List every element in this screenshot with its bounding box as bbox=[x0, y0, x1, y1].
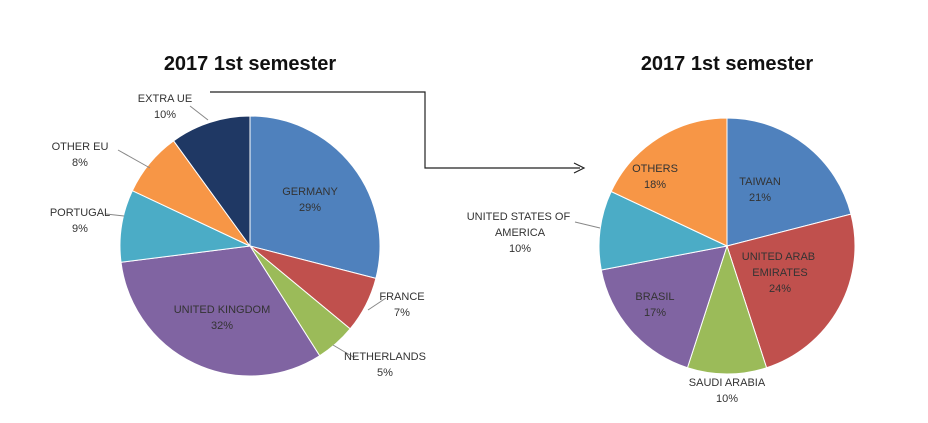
slice-label: EXTRA UE bbox=[138, 93, 192, 105]
slice-label: NETHERLANDS bbox=[344, 351, 426, 363]
slice-label: FRANCE bbox=[379, 291, 424, 303]
slice-value-label: 10% bbox=[716, 393, 738, 405]
slice-value-label: 8% bbox=[72, 157, 88, 169]
pie-slice bbox=[610, 117, 728, 247]
leader-line bbox=[332, 344, 356, 359]
slice-label: UNITED ARAB EMIRATES bbox=[742, 251, 818, 279]
pie-slice bbox=[120, 245, 321, 377]
pie-slice bbox=[249, 115, 381, 279]
slice-value-label: 7% bbox=[394, 307, 410, 319]
leader-line bbox=[574, 221, 601, 229]
slice-label: OTHERS bbox=[632, 163, 678, 175]
slice-label: BRASIL bbox=[635, 291, 674, 303]
arrow-head bbox=[573, 162, 586, 174]
label-line: UNITED STATES OF bbox=[467, 211, 574, 223]
slice-label: GERMANY bbox=[282, 186, 338, 198]
chart-title: 2017 1st semester bbox=[641, 53, 814, 75]
slice-value-label: 29% bbox=[299, 202, 321, 214]
pie-slice bbox=[686, 244, 768, 375]
leader-line bbox=[117, 149, 151, 169]
slice-value-label: 10% bbox=[154, 109, 176, 121]
connector-arrow bbox=[210, 91, 580, 169]
slice-value-label: 18% bbox=[644, 179, 666, 191]
chart-title: 2017 1st semester bbox=[164, 53, 337, 75]
slice-label: UNITED STATES OF AMERICA bbox=[467, 211, 574, 239]
slice-value-label: 10% bbox=[509, 243, 531, 255]
leader-line bbox=[367, 297, 387, 311]
pie-slice bbox=[600, 245, 728, 369]
leader-line bbox=[105, 213, 125, 217]
slice-label: PORTUGAL bbox=[50, 207, 110, 219]
pie-slice bbox=[598, 190, 729, 271]
leader-line bbox=[189, 105, 209, 121]
label-line: AMERICA bbox=[495, 227, 546, 239]
label-line: EMIRATES bbox=[752, 267, 807, 279]
label-line: UNITED ARAB bbox=[742, 251, 818, 263]
slice-label: TAIWAN bbox=[739, 176, 781, 188]
slice-value-label: 17% bbox=[644, 307, 666, 319]
pie-slice bbox=[726, 117, 852, 247]
slice-label: SAUDI ARABIA bbox=[689, 377, 766, 389]
slice-value-label: 9% bbox=[72, 223, 88, 235]
slice-label: UNITED KINGDOM bbox=[174, 304, 271, 316]
slice-value-label: 21% bbox=[749, 192, 771, 204]
pie-slice bbox=[172, 115, 251, 248]
pie-slice bbox=[726, 213, 856, 369]
slice-label: OTHER EU bbox=[52, 141, 109, 153]
slice-value-label: 5% bbox=[377, 367, 393, 379]
slice-value-label: 24% bbox=[769, 283, 791, 295]
slice-value-label: 32% bbox=[211, 320, 233, 332]
